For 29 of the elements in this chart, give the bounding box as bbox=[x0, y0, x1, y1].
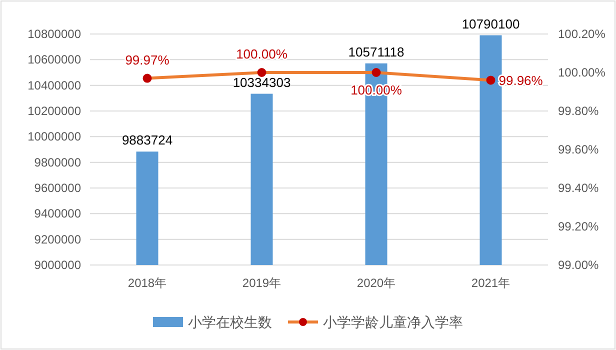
x-tick-label: 2021年 bbox=[471, 276, 510, 290]
y2-tick-label: 99.60% bbox=[558, 142, 600, 156]
y-tick-label: 10800000 bbox=[28, 27, 82, 41]
y-tick-label: 9400000 bbox=[34, 206, 82, 221]
x-tick-label: 2020年 bbox=[356, 276, 396, 290]
legend-label: 小学在校生数 bbox=[188, 314, 272, 330]
y-tick-label: 10200000 bbox=[28, 104, 82, 118]
data-label: 99.97% bbox=[125, 52, 170, 68]
y2-tick-label: 99.00% bbox=[558, 258, 600, 272]
data-label: 100.00% bbox=[236, 46, 288, 62]
data-label: 10334303 bbox=[232, 74, 291, 90]
x-tick-label: 2018年 bbox=[128, 276, 167, 290]
y-tick-label: 9000000 bbox=[34, 258, 82, 272]
y2-tick-label: 100.20% bbox=[558, 27, 606, 41]
y-tick-label: 10600000 bbox=[28, 52, 82, 67]
y2-tick-label: 100.00% bbox=[558, 66, 606, 80]
y2-tick-label: 99.80% bbox=[558, 104, 600, 118]
y-tick-label: 9800000 bbox=[34, 155, 82, 170]
y-tick-label: 9200000 bbox=[34, 232, 82, 246]
y-tick-label: 9600000 bbox=[34, 181, 82, 195]
y2-tick-label: 99.20% bbox=[558, 220, 600, 234]
data-label: 10571118 bbox=[348, 44, 404, 60]
data-label: 10790100 bbox=[462, 16, 520, 32]
data-label: 9883724 bbox=[122, 132, 173, 148]
legend-label: 小学学龄儿童净入学率 bbox=[323, 314, 463, 330]
y2-tick-label: 99.40% bbox=[558, 181, 600, 195]
y-tick-label: 10000000 bbox=[28, 130, 82, 144]
y-tick-label: 10400000 bbox=[28, 78, 82, 92]
x-tick-label: 2019年 bbox=[242, 276, 282, 290]
